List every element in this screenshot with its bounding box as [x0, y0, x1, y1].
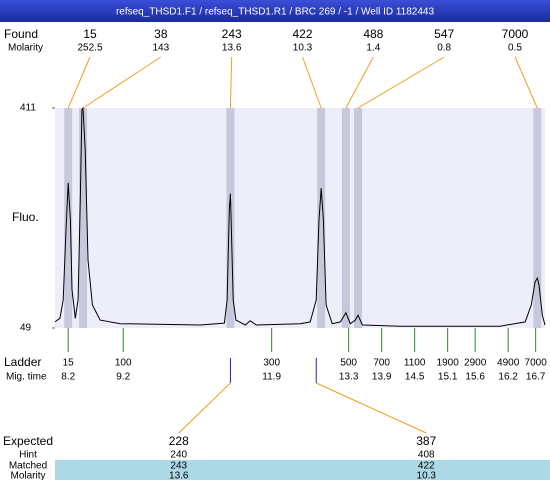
peak-band — [341, 108, 350, 328]
found-size: 488 — [363, 27, 383, 41]
mig-time-label: Mig. time — [6, 372, 47, 383]
hint-size: 240 — [170, 450, 187, 461]
ladder-label: Ladder — [4, 355, 41, 369]
found-leader — [82, 56, 162, 109]
ladder-time: 8.2 — [61, 372, 75, 383]
ladder-size: 700 — [373, 358, 390, 369]
matched-molarity: 10.3 — [417, 471, 437, 480]
peak-band — [354, 108, 363, 328]
matched-size: 243 — [170, 461, 187, 472]
ladder-time: 16.2 — [498, 372, 518, 383]
peak-band — [533, 108, 542, 328]
ladder-time: 14.5 — [405, 372, 425, 383]
found-molarity: 0.5 — [508, 43, 522, 54]
matched-molarity-label: Molarity — [10, 471, 45, 480]
trace — [54, 106, 546, 327]
ladder-time: 16.7 — [526, 372, 546, 383]
ladder-size: 1900 — [437, 358, 460, 369]
found-leader — [67, 56, 91, 109]
y-tick-label: 49 — [20, 323, 32, 334]
fluo-label: Fluo. — [12, 210, 39, 224]
peak-band — [317, 108, 326, 328]
ladder-size: 300 — [263, 358, 280, 369]
found-molarity: 13.6 — [222, 43, 242, 54]
found-size: 422 — [292, 27, 312, 41]
found-molarity: 143 — [152, 43, 169, 54]
expected-leader — [178, 382, 231, 434]
hint-size: 408 — [418, 450, 435, 461]
found-label: Found — [4, 27, 38, 41]
found-leader — [514, 56, 538, 109]
expected-size: 387 — [416, 434, 436, 448]
peak-band — [79, 108, 88, 328]
matched-label: Matched — [9, 461, 47, 472]
ladder-size: 7000 — [525, 358, 548, 369]
found-size: 7000 — [502, 27, 529, 41]
ladder-time: 11.9 — [262, 372, 281, 383]
ladder-time: 9.2 — [116, 372, 130, 383]
peak-band — [226, 108, 235, 328]
found-leader — [357, 56, 445, 109]
matched-size: 422 — [418, 461, 435, 472]
molarity-label: Molarity — [8, 43, 43, 54]
matched-molarity: 13.6 — [169, 471, 189, 480]
ladder-size: 2900 — [464, 358, 487, 369]
ladder-size: 100 — [115, 358, 132, 369]
header-title: refseq_THSD1.F1 / refseq_THSD1.R1 / BRC … — [116, 7, 435, 18]
expected-leader — [316, 382, 427, 434]
ladder-size: 4900 — [497, 358, 520, 369]
found-molarity: 1.4 — [366, 43, 380, 54]
peak-band — [64, 108, 73, 328]
found-leader — [345, 56, 374, 109]
ladder-time: 13.9 — [372, 372, 392, 383]
found-size: 15 — [83, 27, 97, 41]
plot-area — [55, 108, 545, 328]
ladder-size: 1100 — [404, 358, 426, 369]
y-tick-label: 411 — [20, 103, 36, 114]
ladder-time: 15.1 — [438, 372, 458, 383]
header-bar — [0, 0, 550, 22]
found-leader — [302, 56, 322, 109]
found-size: 547 — [434, 27, 454, 41]
expected-label: Expected — [3, 434, 53, 448]
matched-band — [55, 460, 550, 471]
found-size: 38 — [154, 27, 168, 41]
ladder-size: 500 — [340, 358, 357, 369]
found-molarity: 252.5 — [77, 43, 102, 54]
ladder-size: 15 — [63, 358, 75, 369]
found-leader — [229, 56, 233, 109]
found-molarity: 0.8 — [437, 43, 451, 54]
hint-label: Hint — [19, 450, 37, 461]
ladder-time: 15.6 — [465, 372, 485, 383]
found-size: 243 — [222, 27, 242, 41]
expected-size: 228 — [169, 434, 189, 448]
ladder-time: 13.3 — [339, 372, 359, 383]
molarity-band — [55, 471, 550, 480]
found-molarity: 10.3 — [293, 43, 313, 54]
